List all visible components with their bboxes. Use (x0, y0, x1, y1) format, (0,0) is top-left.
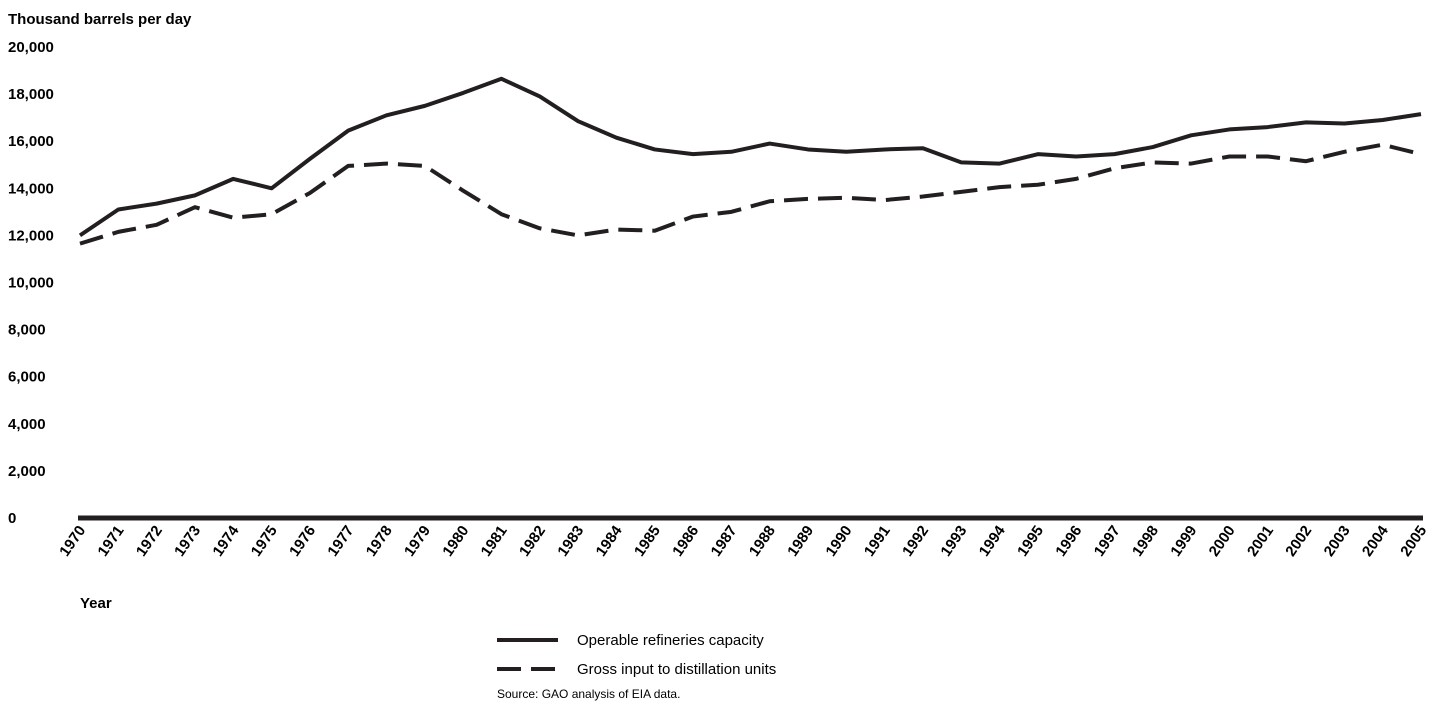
x-axis-title: Year (80, 595, 112, 612)
x-tick-label: 1972 (133, 523, 166, 560)
x-tick-labels: 1970 1971 1972 1973 1974 1975 1976 1977 1978 1979… (56, 522, 1430, 560)
x-tick-label: 1991 (861, 523, 894, 560)
y-tick-label: 16,000 (8, 133, 54, 150)
x-tick-label: 1978 (363, 523, 396, 560)
x-tick-label: 1984 (593, 522, 626, 560)
x-tick-label: 1986 (669, 523, 702, 560)
x-tick-label: 1980 (439, 523, 472, 560)
x-tick-label: 1979 (401, 523, 434, 560)
x-tick-label: 1973 (171, 523, 204, 560)
x-tick-label: 1985 (631, 523, 664, 560)
y-tick-label: 14,000 (8, 180, 54, 197)
x-tick-label: 1974 (209, 522, 242, 560)
x-tick-label: 1995 (1014, 523, 1047, 560)
legend-label-capacity: Operable refineries capacity (577, 632, 764, 649)
x-tick-label: 2001 (1244, 523, 1277, 560)
x-tick-label: 1970 (56, 523, 89, 560)
x-tick-label: 1988 (746, 523, 779, 560)
y-tick-label: 2,000 (8, 463, 46, 480)
x-tick-label: 1989 (784, 523, 817, 560)
y-tick-label: 20,000 (8, 39, 54, 56)
y-tick-label: 0 (8, 510, 16, 527)
x-tick-label: 1996 (1052, 523, 1085, 560)
x-tick-label: 2004 (1359, 522, 1392, 560)
series-lines (78, 76, 1422, 246)
y-tick-label: 18,000 (8, 86, 54, 103)
y-tick-label: 4,000 (8, 416, 46, 433)
x-tick-label: 1975 (248, 523, 281, 560)
x-tick-label: 1983 (554, 523, 587, 560)
series-line-gross-input (79, 142, 1422, 246)
y-axis-title: Thousand barrels per day (8, 11, 192, 28)
x-tick-label: 1993 (937, 523, 970, 560)
y-tick-label: 6,000 (8, 369, 46, 386)
x-tick-label: 1981 (478, 523, 511, 560)
x-tick-label: 1971 (95, 523, 128, 560)
x-tick-label: 1998 (1129, 523, 1162, 560)
source-note: Source: GAO analysis of EIA data. (497, 687, 680, 701)
x-tick-label: 1990 (822, 523, 855, 560)
x-tick-label: 2002 (1282, 523, 1315, 560)
y-tick-label: 8,000 (8, 322, 46, 339)
x-tick-label: 1977 (324, 523, 357, 560)
x-tick-label: 1976 (286, 523, 319, 560)
x-tick-label: 2005 (1397, 523, 1430, 560)
legend-label-gross-input: Gross input to distillation units (577, 661, 776, 678)
x-tick-label: 1997 (1091, 523, 1124, 560)
legend: Operable refineries capacity Gross input… (497, 632, 776, 678)
x-tick-label: 1994 (976, 522, 1009, 560)
x-tick-label: 2000 (1206, 523, 1239, 560)
x-tick-label: 1987 (708, 523, 741, 560)
x-tick-label: 2003 (1321, 523, 1354, 560)
y-tick-label: 10,000 (8, 275, 54, 292)
y-tick-labels: 0 2,000 4,000 6,000 8,000 10,000 12,000 14,000 1… (8, 39, 54, 527)
x-tick-label: 1999 (1167, 523, 1200, 560)
series-line-capacity (78, 76, 1422, 238)
y-tick-label: 12,000 (8, 227, 54, 244)
x-tick-label: 1982 (516, 523, 549, 560)
x-tick-label: 1992 (899, 523, 932, 560)
